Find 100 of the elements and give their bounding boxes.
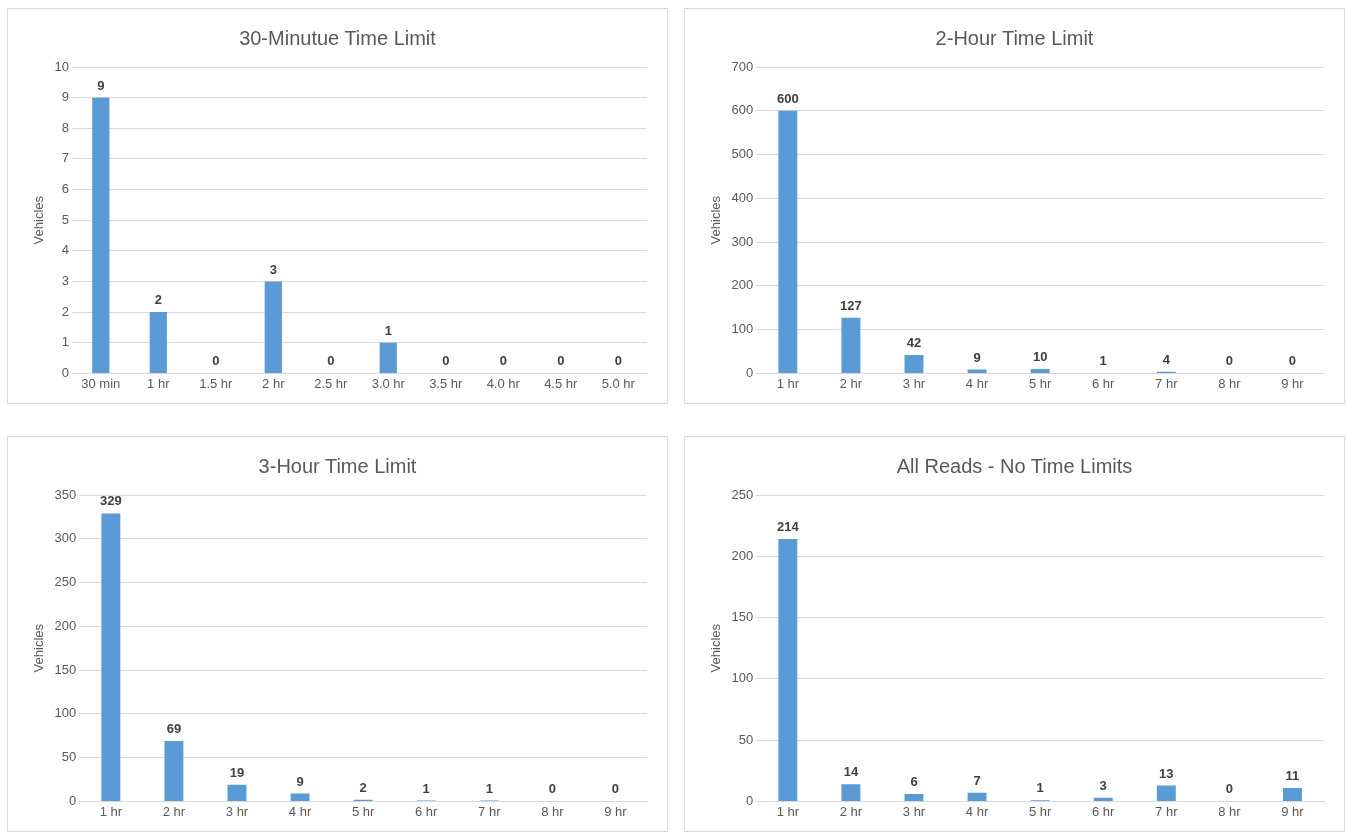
y-tick-label: 3 — [61, 273, 70, 289]
y-axis-title: Vehicles — [708, 623, 724, 673]
data-label: 1 — [485, 780, 493, 796]
y-tick-label: 100 — [54, 705, 77, 721]
data-label: 0 — [442, 353, 450, 369]
y-tick-label: 4 — [61, 242, 70, 258]
data-label: 1 — [1099, 353, 1107, 369]
x-tick-label: 5 hr — [351, 803, 376, 819]
y-tick-label: 0 — [61, 364, 70, 380]
y-tick-label: 0 — [746, 792, 754, 808]
data-label: 42 — [906, 335, 922, 351]
data-label: 6 — [910, 774, 918, 790]
x-tick-label: 8 hr — [1218, 375, 1242, 391]
chart-title: 2-Hour Time Limit — [935, 26, 1094, 49]
data-label: 0 — [557, 353, 565, 369]
bar — [967, 369, 987, 373]
x-tick-label: 1 hr — [776, 375, 800, 391]
bar — [904, 355, 924, 373]
bar — [841, 784, 861, 801]
y-tick-label: 100 — [731, 321, 754, 337]
bar — [778, 539, 798, 801]
data-label: 0 — [1225, 781, 1233, 797]
data-label: 9 — [973, 349, 981, 365]
bar — [904, 794, 924, 801]
x-tick-label: 3.5 hr — [429, 375, 464, 391]
data-label: 1 — [422, 780, 430, 796]
y-tick-label: 50 — [738, 731, 754, 747]
x-tick-label: 4 hr — [288, 803, 312, 819]
x-tick-label: 3.0 hr — [371, 375, 406, 391]
x-tick-label: 3 hr — [902, 803, 926, 819]
data-label: 3 — [269, 261, 277, 277]
x-tick-label: 1 hr — [776, 803, 800, 819]
y-axis-title: Vehicles — [31, 623, 47, 673]
y-tick-label: 0 — [746, 364, 754, 380]
x-tick-label: 1.5 hr — [199, 375, 234, 391]
y-tick-label: 400 — [731, 189, 754, 205]
bar — [92, 97, 110, 373]
data-label: 600 — [776, 90, 799, 106]
x-tick-label: 6 hr — [415, 803, 439, 819]
x-tick-label: 4.5 hr — [544, 375, 579, 391]
bar — [164, 741, 184, 801]
data-label: 2 — [154, 292, 162, 308]
data-label: 0 — [548, 781, 556, 797]
x-tick-label: 4 hr — [965, 375, 989, 391]
x-tick-label: 5 hr — [1028, 803, 1053, 819]
y-tick-label: 6 — [61, 181, 70, 197]
bar — [264, 281, 282, 373]
y-tick-label: 150 — [54, 661, 77, 677]
bar — [290, 793, 310, 801]
x-tick-label: 7 hr — [1155, 375, 1179, 391]
x-tick-label: 9 hr — [604, 803, 628, 819]
y-tick-label: 200 — [54, 617, 77, 633]
x-tick-label: 4 hr — [965, 803, 989, 819]
data-label: 0 — [1288, 353, 1297, 369]
y-tick-label: 2 — [61, 303, 70, 319]
x-tick-label: 2 hr — [262, 375, 286, 391]
data-label: 1 — [1036, 780, 1044, 796]
x-tick-label: 4.0 hr — [486, 375, 521, 391]
bar — [841, 317, 861, 373]
data-label: 4 — [1162, 351, 1171, 367]
y-tick-label: 7 — [61, 150, 70, 166]
data-label: 0 — [611, 781, 620, 797]
x-tick-label: 7 hr — [478, 803, 502, 819]
y-tick-label: 700 — [731, 58, 754, 74]
x-tick-label: 30 min — [81, 375, 121, 391]
y-tick-label: 100 — [731, 670, 754, 686]
data-label: 14 — [843, 764, 859, 780]
y-tick-label: 150 — [731, 609, 754, 625]
data-label: 10 — [1032, 349, 1048, 365]
data-label: 69 — [166, 721, 182, 737]
x-tick-label: 5.0 hr — [601, 375, 636, 391]
y-tick-label: 500 — [731, 146, 754, 162]
bar — [379, 342, 397, 373]
y-tick-label: 0 — [69, 792, 77, 808]
y-tick-label: 250 — [731, 486, 754, 502]
x-tick-label: 3 hr — [902, 375, 926, 391]
data-label: 0 — [212, 353, 220, 369]
data-label: 13 — [1159, 765, 1174, 781]
bar — [778, 110, 798, 373]
bar — [1093, 797, 1113, 801]
bar — [1156, 785, 1176, 801]
data-label: 2 — [359, 779, 367, 795]
chart-title: 3-Hour Time Limit — [258, 454, 417, 477]
x-tick-label: 6 hr — [1092, 803, 1116, 819]
data-label: 19 — [229, 764, 245, 780]
data-label: 9 — [97, 77, 105, 93]
x-tick-label: 2 hr — [839, 803, 863, 819]
y-tick-label: 5 — [61, 211, 70, 227]
x-tick-label: 8 hr — [541, 803, 565, 819]
data-label: 0 — [614, 353, 622, 369]
y-tick-label: 8 — [61, 119, 70, 135]
data-label: 7 — [973, 772, 981, 788]
bar — [1283, 787, 1302, 801]
x-tick-label: 6 hr — [1092, 375, 1116, 391]
y-tick-label: 350 — [54, 486, 77, 502]
y-tick-label: 1 — [61, 334, 70, 350]
y-axis-title: Vehicles — [708, 195, 724, 245]
chart-title: All Reads - No Time Limits — [896, 454, 1133, 477]
y-tick-label: 50 — [61, 749, 77, 765]
x-tick-label: 8 hr — [1218, 803, 1242, 819]
